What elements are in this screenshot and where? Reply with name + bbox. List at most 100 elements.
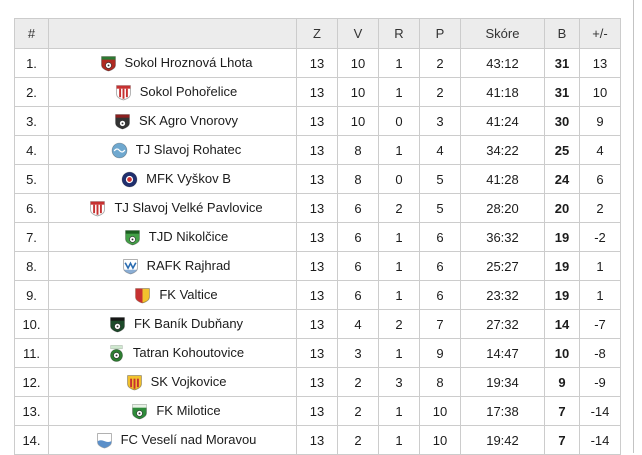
team-name: Sokol Pohořelice (139, 84, 238, 100)
header-losses: P (419, 18, 461, 49)
team-cell: FC Veselí nad Moravou (48, 425, 297, 455)
score: 36:32 (460, 222, 545, 252)
points: 19 (544, 280, 580, 310)
matches-played: 13 (296, 425, 338, 455)
plus-minus: -8 (579, 338, 621, 368)
team-crest-icon (126, 374, 143, 391)
matches-played: 13 (296, 338, 338, 368)
team-crest-icon (121, 171, 138, 188)
table-row: 7. TJD Nikolčice 13 6 1 6 36:32 19 -2 (14, 222, 621, 252)
draws: 1 (378, 135, 420, 165)
plus-minus: -2 (579, 222, 621, 252)
plus-minus: 1 (579, 251, 621, 281)
matches-played: 13 (296, 222, 338, 252)
team-crest-icon (124, 229, 141, 246)
score: 41:28 (460, 164, 545, 194)
team-name: SK Agro Vnorovy (139, 113, 238, 129)
team-name: Tatran Kohoutovice (132, 345, 245, 361)
row-position: 7. (14, 222, 49, 252)
matches-played: 13 (296, 367, 338, 397)
team-cell: FK Valtice (48, 280, 297, 310)
draws: 1 (378, 425, 420, 455)
header-row: # Z V R P Skóre B +/- (14, 18, 621, 49)
table-row: 9. FK Valtice 13 6 1 6 23:32 19 1 (14, 280, 621, 310)
losses: 6 (419, 251, 461, 281)
row-position: 1. (14, 48, 49, 78)
row-position: 11. (14, 338, 49, 368)
row-position: 13. (14, 396, 49, 426)
losses: 2 (419, 48, 461, 78)
team-name: FK Baník Dubňany (133, 316, 244, 332)
team-cell: SK Agro Vnorovy (48, 106, 297, 136)
plus-minus: -7 (579, 309, 621, 339)
standings-table: # Z V R P Skóre B +/- 1. Sokol Hroznová L… (14, 18, 621, 455)
wins: 6 (337, 222, 379, 252)
draws: 1 (378, 222, 420, 252)
losses: 8 (419, 367, 461, 397)
table-row: 5. MFK Vyškov B 13 8 0 5 41:28 24 6 (14, 164, 621, 194)
score: 14:47 (460, 338, 545, 368)
team-crest-icon (89, 200, 106, 217)
wins: 2 (337, 425, 379, 455)
matches-played: 13 (296, 309, 338, 339)
row-position: 10. (14, 309, 49, 339)
page-right-border (633, 0, 634, 453)
draws: 0 (378, 106, 420, 136)
team-crest-icon (96, 432, 113, 449)
team-name: TJ Slavoj Velké Pavlovice (114, 200, 263, 216)
table-row: 8. RAFK Rajhrad 13 6 1 6 25:27 19 1 (14, 251, 621, 281)
losses: 6 (419, 222, 461, 252)
score: 41:18 (460, 77, 545, 107)
points: 7 (544, 425, 580, 455)
matches-played: 13 (296, 106, 338, 136)
plus-minus: -14 (579, 396, 621, 426)
header-wins: V (337, 18, 379, 49)
losses: 5 (419, 193, 461, 223)
team-cell: TJD Nikolčice (48, 222, 297, 252)
header-score: Skóre (460, 18, 545, 49)
matches-played: 13 (296, 164, 338, 194)
row-position: 6. (14, 193, 49, 223)
plus-minus: 1 (579, 280, 621, 310)
team-name: FK Milotice (156, 403, 221, 419)
draws: 2 (378, 309, 420, 339)
plus-minus: 2 (579, 193, 621, 223)
score: 43:12 (460, 48, 545, 78)
draws: 3 (378, 367, 420, 397)
team-name: MFK Vyškov B (146, 171, 231, 187)
table-row: 3. SK Agro Vnorovy 13 10 0 3 41:24 30 9 (14, 106, 621, 136)
header-matches: Z (296, 18, 338, 49)
table-row: 14. FC Veselí nad Moravou 13 2 1 10 19:42 7 -14 (14, 425, 621, 455)
points: 25 (544, 135, 580, 165)
plus-minus: -9 (579, 367, 621, 397)
team-crest-icon (114, 113, 131, 130)
team-name: TJD Nikolčice (148, 229, 229, 245)
team-crest-icon (109, 316, 126, 333)
losses: 7 (419, 309, 461, 339)
header-position: # (14, 18, 49, 49)
losses: 10 (419, 396, 461, 426)
wins: 2 (337, 367, 379, 397)
draws: 0 (378, 164, 420, 194)
losses: 9 (419, 338, 461, 368)
matches-played: 13 (296, 280, 338, 310)
team-cell: MFK Vyškov B (48, 164, 297, 194)
header-points: B (544, 18, 580, 49)
score: 23:32 (460, 280, 545, 310)
plus-minus: 4 (579, 135, 621, 165)
team-cell: FK Baník Dubňany (48, 309, 297, 339)
team-cell: SK Vojkovice (48, 367, 297, 397)
team-cell: Sokol Hroznová Lhota (48, 48, 297, 78)
losses: 6 (419, 280, 461, 310)
score: 17:38 (460, 396, 545, 426)
points: 20 (544, 193, 580, 223)
team-name: SK Vojkovice (150, 374, 227, 390)
team-name: Sokol Hroznová Lhota (124, 55, 253, 71)
draws: 2 (378, 193, 420, 223)
header-plus-minus: +/- (579, 18, 621, 49)
team-crest-icon (115, 84, 132, 101)
wins: 6 (337, 280, 379, 310)
draws: 1 (378, 280, 420, 310)
draws: 1 (378, 396, 420, 426)
team-cell: TJ Slavoj Rohatec (48, 135, 297, 165)
